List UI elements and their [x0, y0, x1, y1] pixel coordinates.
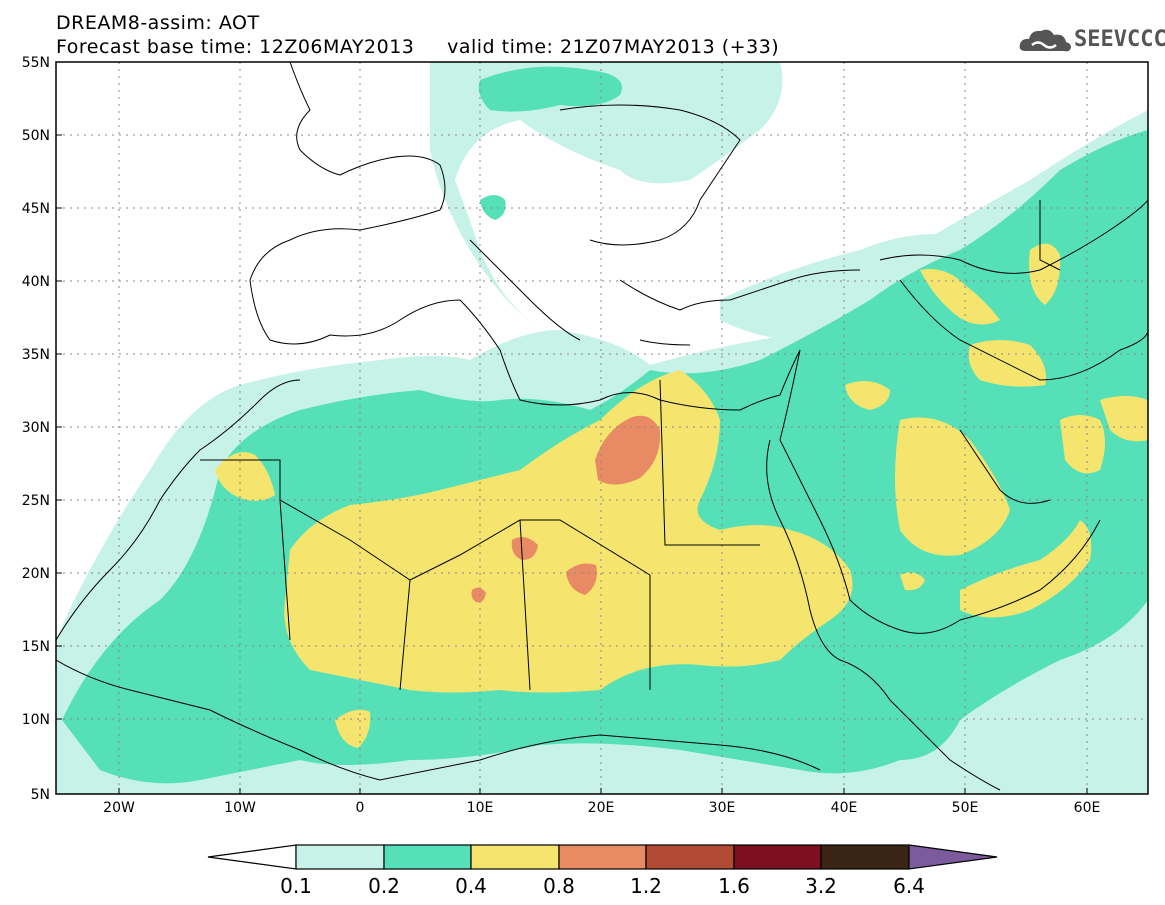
legend-label: 0.8 [543, 874, 575, 898]
aot-band-0.4-west [215, 452, 275, 501]
aot-band-0.4-mideast [900, 572, 925, 591]
legend-label: 0.2 [368, 874, 400, 898]
legend-swatch [295, 844, 385, 870]
color-legend [207, 844, 998, 870]
lon-label: 50E [952, 800, 979, 816]
aot-band-0.2-europe [478, 66, 622, 112]
legend-label: 1.2 [630, 874, 662, 898]
aot-band-0.4-turk [1029, 243, 1061, 305]
legend-label: 1.6 [718, 874, 750, 898]
aot-contour-field [56, 62, 1148, 794]
lat-label: 55N [22, 55, 50, 71]
legend-label: 0.1 [280, 874, 312, 898]
cloud-icon [1019, 29, 1071, 52]
legend-arrow-high [908, 844, 998, 870]
legend-swatch [820, 844, 910, 870]
aot-band-0.8-niger [511, 536, 538, 560]
lat-label: 5N [31, 787, 50, 803]
lat-label: 30N [22, 420, 50, 436]
aot-band-0.4 [284, 370, 853, 693]
seevccc-logo: SEEVCCC [1018, 25, 1165, 55]
legend-swatch [733, 844, 822, 870]
lon-label: 40E [831, 800, 858, 816]
lon-label: 0 [356, 800, 365, 816]
legend-swatch [383, 844, 472, 870]
lat-label: 10N [22, 712, 50, 728]
aot-band-0.4-far-east [1100, 396, 1148, 442]
legend-label: 3.2 [805, 874, 837, 898]
lon-label: 10W [224, 800, 256, 816]
aot-band-0.4-gulf [1060, 415, 1105, 474]
lat-label: 50N [22, 128, 50, 144]
aot-band-0.4-iraq [845, 381, 890, 410]
forecast-time-subtitle: Forecast base time: 12Z06MAY2013 valid t… [56, 36, 780, 58]
legend-arrow-low [207, 844, 297, 870]
legend-label: 6.4 [893, 874, 925, 898]
aot-band-0.8-libya [595, 415, 661, 485]
legend-label: 0.4 [455, 874, 487, 898]
legend-swatch [558, 844, 647, 870]
lon-label: 10E [467, 800, 494, 816]
aot-band-0.8-mali [471, 587, 486, 603]
map-border [55, 61, 1149, 795]
aot-band-0.8-chad [566, 563, 597, 595]
lat-label: 15N [22, 639, 50, 655]
lon-label: 20W [103, 800, 135, 816]
aot-band-0.1-north [430, 62, 783, 330]
map-gridlines [56, 62, 1148, 794]
lat-label: 20N [22, 566, 50, 582]
aot-band-0.4-arabia [895, 417, 1010, 556]
aot-band-0.2-alps [480, 195, 506, 220]
axis-ticks [56, 61, 1088, 795]
lat-label: 40N [22, 274, 50, 290]
lat-label: 35N [22, 347, 50, 363]
lat-label: 45N [22, 201, 50, 217]
lon-label: 30E [709, 800, 736, 816]
map-title: DREAM8-assim: AOT [56, 12, 260, 34]
lon-label: 20E [588, 800, 615, 816]
aot-band-0.4-caspian [920, 269, 1000, 325]
lon-label: 60E [1074, 800, 1101, 816]
coastlines-and-borders [56, 62, 1148, 791]
lat-label: 25N [22, 493, 50, 509]
aot-band-0.4-oman [960, 520, 1092, 618]
logo-text: SEEVCCC [1074, 27, 1165, 52]
legend-swatch [470, 844, 560, 870]
legend-swatch [645, 844, 735, 870]
